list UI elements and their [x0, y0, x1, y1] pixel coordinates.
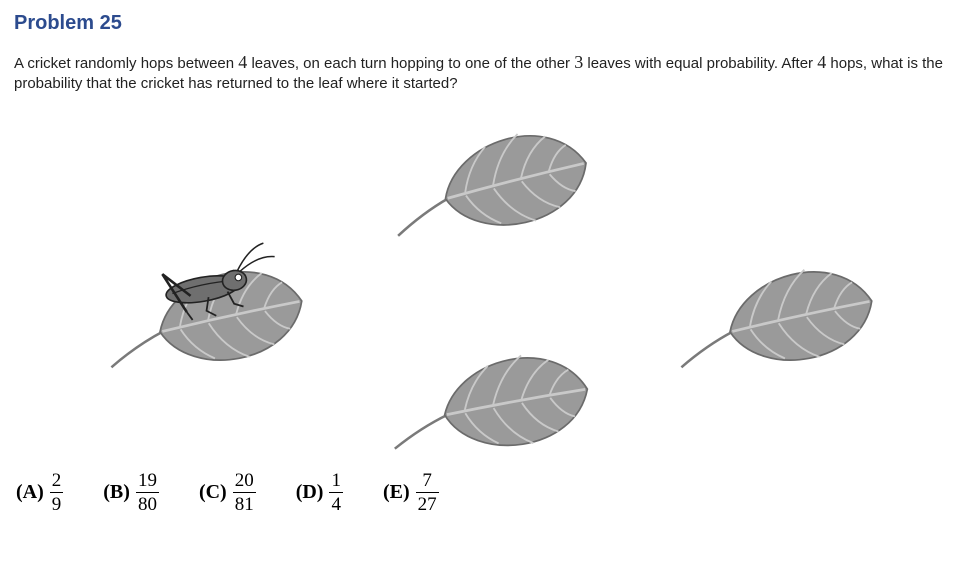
leaf-top — [383, 121, 596, 249]
fraction-numerator: 7 — [420, 471, 434, 490]
fraction-numerator: 2 — [50, 471, 64, 490]
fraction-denominator: 81 — [233, 495, 256, 514]
choice-e: (E) 7 27 — [383, 471, 439, 514]
choice-label: (A) — [16, 481, 44, 504]
fraction: 7 27 — [416, 471, 439, 514]
fraction: 1 4 — [329, 471, 343, 514]
stem-part: A cricket randomly hops between — [14, 55, 238, 72]
fraction-bar — [136, 492, 159, 493]
leaf-bottom — [384, 347, 593, 462]
stem-part: leaves with equal probability. After — [583, 55, 817, 72]
fraction-numerator: 1 — [329, 471, 343, 490]
fraction-denominator: 9 — [50, 495, 64, 514]
choice-label: (D) — [296, 481, 324, 504]
fraction-bar — [233, 492, 256, 493]
choice-b: (B) 19 80 — [103, 471, 159, 514]
stem-number: 4 — [238, 52, 247, 72]
answer-choices: (A) 2 9 (B) 19 80 (C) 20 81 (D) 1 4 (E) — [14, 471, 944, 514]
fraction: 19 80 — [136, 471, 159, 514]
stem-number: 4 — [817, 52, 826, 72]
fraction-bar — [50, 492, 64, 493]
choice-label: (E) — [383, 481, 410, 504]
choice-a: (A) 2 9 — [16, 471, 63, 514]
figure-svg — [14, 105, 958, 465]
leaves-figure — [14, 105, 944, 465]
fraction-numerator: 20 — [233, 471, 256, 490]
choice-c: (C) 20 81 — [199, 471, 256, 514]
choice-label: (B) — [103, 481, 130, 504]
leaf-right — [668, 259, 879, 381]
fraction-denominator: 80 — [136, 495, 159, 514]
fraction-numerator: 19 — [136, 471, 159, 490]
fraction-bar — [416, 492, 439, 493]
choice-label: (C) — [199, 481, 227, 504]
fraction: 20 81 — [233, 471, 256, 514]
fraction-denominator: 27 — [416, 495, 439, 514]
stem-part: leaves, on each turn hopping to one of t… — [247, 55, 574, 72]
fraction-bar — [329, 492, 343, 493]
fraction-denominator: 4 — [329, 495, 343, 514]
choice-d: (D) 1 4 — [296, 471, 343, 514]
problem-heading: Problem 25 — [14, 12, 944, 35]
fraction: 2 9 — [50, 471, 64, 514]
problem-stem: A cricket randomly hops between 4 leaves… — [14, 50, 944, 95]
stem-number: 3 — [574, 52, 583, 72]
leaf-left — [95, 238, 310, 381]
